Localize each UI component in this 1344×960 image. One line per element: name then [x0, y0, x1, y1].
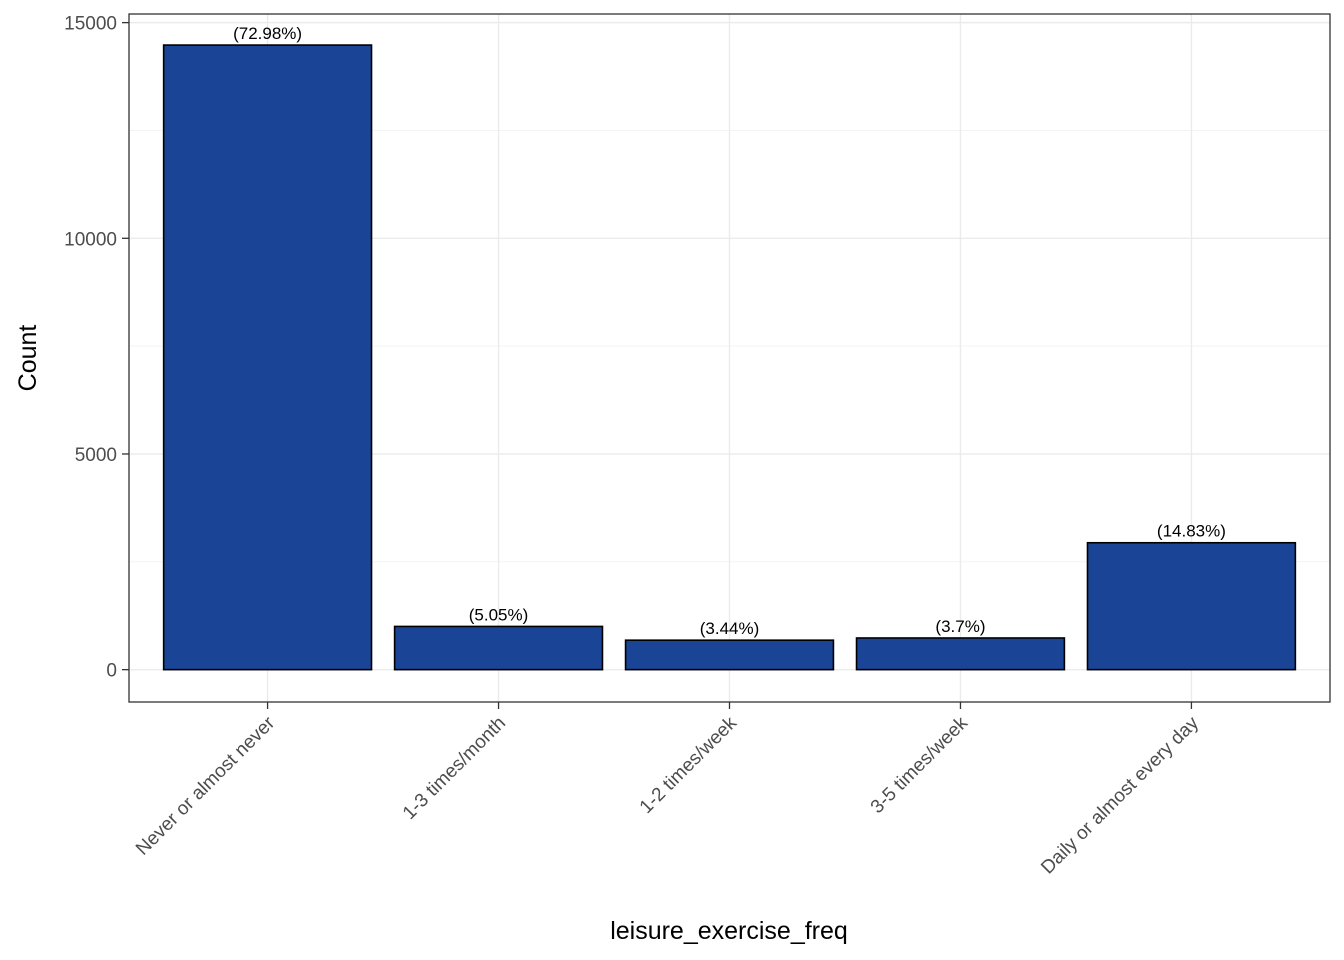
- bar-value-label: (3.7%): [935, 617, 985, 636]
- bar-value-label: (5.05%): [469, 605, 529, 624]
- bars-layer: [162, 44, 1297, 671]
- x-axis: Never or almost never 1-3 times/month 1-2 …: [132, 702, 1203, 878]
- bar: [1086, 541, 1297, 671]
- bar-value-label: (14.83%): [1157, 522, 1226, 541]
- bar: [624, 639, 835, 671]
- bar: [393, 625, 604, 671]
- y-tick-label: 0: [106, 661, 117, 682]
- x-tick-label: Daily or almost every day: [1037, 712, 1203, 878]
- bar: [162, 44, 373, 671]
- y-tick-label: 10000: [64, 229, 117, 250]
- x-tick-label: 3-5 times/week: [867, 712, 973, 818]
- y-axis: 0 5000 10000 15000: [64, 14, 129, 682]
- y-tick-label: 5000: [75, 445, 117, 466]
- y-axis-title: Count: [14, 325, 42, 392]
- x-tick-label: Never or almost never: [132, 712, 279, 859]
- bar-labels-layer: (72.98%) (5.05%) (3.44%) (3.7%) (14.83%): [233, 24, 1226, 638]
- x-axis-title: leisure_exercise_freq: [610, 917, 848, 945]
- x-tick-label: 1-3 times/month: [399, 713, 510, 824]
- bar-value-label: (3.44%): [700, 619, 760, 638]
- bar: [855, 637, 1066, 671]
- bar-value-label: (72.98%): [233, 24, 302, 43]
- y-tick-label: 15000: [64, 14, 117, 35]
- x-tick-label: 1-2 times/week: [636, 712, 742, 818]
